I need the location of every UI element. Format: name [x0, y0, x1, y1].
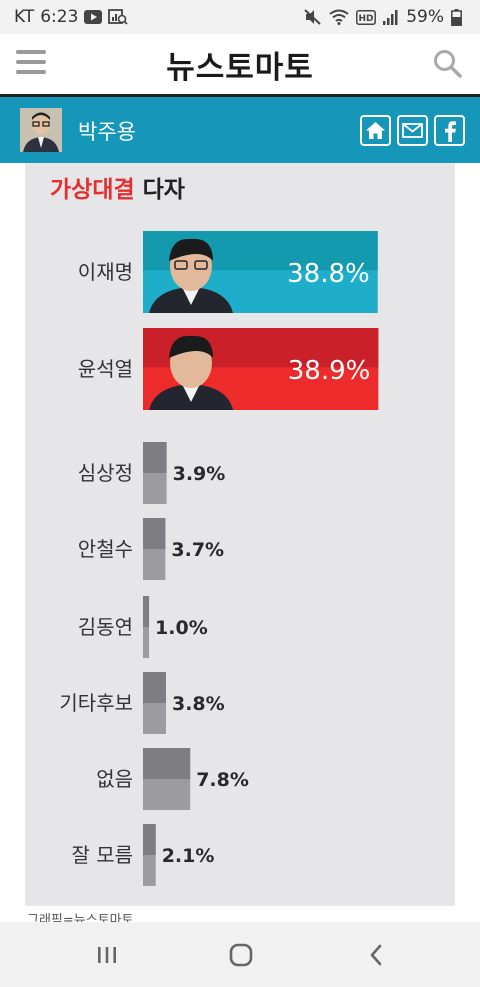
- bar-row: 잘 모름 2.1%: [71, 824, 214, 886]
- battery-icon: [451, 8, 462, 26]
- back-icon[interactable]: [364, 942, 390, 968]
- recent-apps-icon[interactable]: [94, 942, 120, 968]
- menu-icon[interactable]: [16, 50, 46, 76]
- facebook-button[interactable]: [434, 115, 465, 146]
- bar-top-band: [143, 596, 150, 627]
- mail-icon: [402, 123, 423, 138]
- wifi-icon: [329, 9, 349, 25]
- hd-icon: HD: [356, 9, 377, 25]
- bar-top-band: [143, 748, 191, 779]
- battery-percent: 59%: [406, 7, 444, 27]
- value-label: 38.8%: [287, 259, 370, 289]
- bar-top-band: [143, 672, 166, 703]
- poll-bar-chart: 이재명 38.8% 윤석열 38.9% 심상정 3.9% 안철수 3.7% 김동연 1.0% 기타후…: [59, 231, 379, 886]
- value-label: 3.8%: [172, 693, 225, 715]
- bar-row: 김동연 1.0%: [78, 596, 208, 658]
- search-icon[interactable]: [432, 48, 462, 78]
- category-label: 기타후보: [59, 691, 133, 715]
- chart-title-rest: 다자: [134, 177, 185, 203]
- value-label: 7.8%: [196, 769, 249, 791]
- candidate-yoon-photo: [149, 335, 233, 410]
- bar-row: 윤석열 38.9%: [78, 328, 379, 410]
- facebook-icon: [444, 120, 456, 142]
- graphic-credit: 그래픽=뉴스토마토: [27, 913, 134, 922]
- mute-icon: [304, 9, 321, 25]
- category-label: 이재명: [78, 260, 133, 284]
- category-label: 안철수: [78, 537, 133, 561]
- value-label: 2.1%: [162, 845, 215, 867]
- home-circle-icon[interactable]: [228, 942, 254, 968]
- android-nav-bar: [0, 922, 480, 987]
- home-icon: [366, 122, 385, 139]
- category-label: 없음: [96, 767, 133, 791]
- svg-text:HD: HD: [359, 14, 374, 24]
- site-logo[interactable]: 뉴스토마토: [166, 50, 314, 86]
- mail-button[interactable]: [397, 115, 428, 146]
- carrier: KT: [14, 7, 35, 27]
- bar-top-band: [143, 518, 166, 549]
- chart-panel: 가상대결 다자 이재명 38.8% 윤석열 38.9% 심상정 3.9% 안철수 3.7% 김동…: [25, 163, 455, 906]
- youtube-icon: [84, 10, 103, 24]
- author-bar: 박주용: [0, 97, 480, 163]
- author-avatar: [20, 108, 62, 152]
- category-label: 김동연: [78, 615, 133, 639]
- value-label: 3.9%: [173, 463, 226, 485]
- bar-row: 없음 7.8%: [96, 748, 249, 810]
- signal-icon: [383, 9, 398, 25]
- app-header: 뉴스토마토: [0, 34, 480, 97]
- category-label: 윤석열: [78, 357, 133, 381]
- category-label: 잘 모름: [71, 843, 133, 867]
- author-name: 박주용: [78, 120, 136, 144]
- time: 6:23: [40, 7, 79, 27]
- bar-top-band: [143, 824, 156, 855]
- status-bar: KT 6:23 HD 59%: [0, 0, 480, 34]
- value-label: 38.9%: [288, 356, 371, 386]
- category-label: 심상정: [78, 461, 133, 485]
- candidate-lee-photo: [149, 238, 233, 313]
- value-label: 3.7%: [171, 539, 224, 561]
- bar-row: 심상정 3.9%: [78, 442, 226, 504]
- gallery-search-icon: [108, 9, 129, 25]
- home-button[interactable]: [360, 115, 391, 146]
- bar-top-band: [143, 442, 167, 473]
- chart-title-accent: 가상대결: [50, 177, 135, 203]
- bar-row: 안철수 3.7%: [78, 518, 224, 580]
- bar-row: 이재명 38.8%: [78, 231, 378, 313]
- chart-title: 가상대결 다자: [50, 170, 185, 204]
- bar-row: 기타후보 3.8%: [59, 672, 225, 734]
- value-label: 1.0%: [155, 617, 208, 639]
